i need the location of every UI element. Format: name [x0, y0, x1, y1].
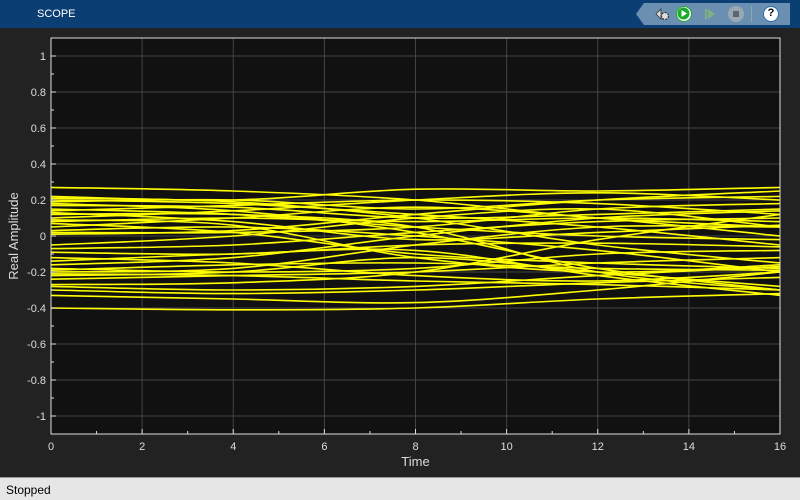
axes: 0 2 4 6 8 10 12 14 16 1 0.8 0.6 0.4 0.2 0 -0.2 -0.4 -0.6 -… [27, 37, 786, 453]
status-text: Stopped [6, 483, 51, 497]
y-axis-label: Real Amplitude [6, 192, 21, 279]
trace-line [50, 211, 781, 241]
y-tick-label: 0.6 [31, 123, 46, 135]
y-tick-label: 0.4 [31, 159, 46, 171]
title-bar: SCOPE ? [0, 0, 800, 28]
x-tick-label: 10 [501, 441, 513, 453]
y-tick-label: 0.8 [31, 87, 46, 99]
trace-line [50, 224, 781, 273]
x-tick-label: 4 [230, 441, 236, 453]
trace-line [50, 271, 781, 304]
y-tick-label: 0 [40, 231, 46, 243]
y-tick-label: -0.8 [27, 375, 46, 387]
axes-box [50, 37, 781, 435]
chart: 0 2 4 6 8 10 12 14 16 1 0.8 0.6 0.4 0.2 0 -0.2 -0.4 -0.6 -… [6, 37, 786, 469]
x-tick-label: 2 [139, 441, 145, 453]
y-tick-label: -0.4 [27, 303, 46, 315]
trace-line [50, 219, 781, 273]
gear-icon[interactable] [654, 6, 670, 22]
scope-display: 0 2 4 6 8 10 12 14 16 1 0.8 0.6 0.4 0.2 0 -0.2 -0.4 -0.6 -… [0, 28, 800, 477]
status-bar: Stopped [0, 477, 800, 500]
trace-line [50, 217, 781, 250]
trace-line [50, 292, 781, 311]
x-tick-label: 12 [592, 441, 604, 453]
x-tick-label: 14 [683, 441, 695, 453]
x-axis-label: Time [401, 454, 429, 469]
trace-line [50, 217, 781, 223]
trace-line [50, 265, 781, 291]
play-icon[interactable] [676, 6, 692, 22]
trace-line [50, 276, 781, 295]
toolbar-separator [751, 6, 752, 22]
toolbar: ? [636, 3, 790, 25]
y-tick-label: -0.6 [27, 339, 46, 351]
trace-line [50, 222, 781, 270]
y-tick-label: -1 [36, 411, 46, 423]
trace-line [50, 191, 781, 219]
trace-line [50, 210, 781, 266]
y-tick-label: 0.2 [31, 195, 46, 207]
trace-line [50, 207, 781, 246]
step-forward-icon[interactable] [702, 6, 718, 22]
x-tick-label: 16 [774, 441, 786, 453]
trace-line [50, 199, 781, 246]
y-tick-label: 1 [40, 51, 46, 63]
window-title: SCOPE [37, 8, 76, 20]
help-icon[interactable]: ? [763, 6, 779, 22]
x-tick-label: 6 [321, 441, 327, 453]
x-tick-label: 0 [48, 441, 54, 453]
y-tick-label: -0.2 [27, 267, 46, 279]
trace-line [50, 248, 781, 297]
trace-line [50, 195, 781, 210]
stop-icon[interactable] [728, 6, 744, 22]
traces [50, 186, 781, 311]
x-tick-label: 8 [412, 441, 418, 453]
trace-line [50, 262, 781, 271]
